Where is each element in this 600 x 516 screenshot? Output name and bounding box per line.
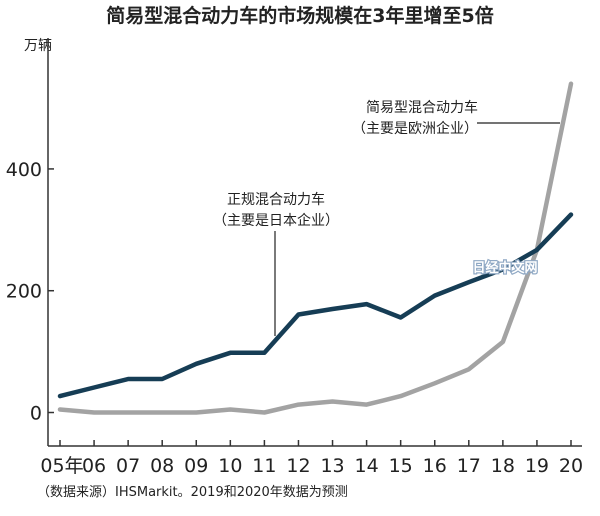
y-axis-unit-label: 万辆 — [24, 38, 52, 54]
annotation-full-hybrid-line1: 正规混合动力车 — [227, 191, 325, 208]
x-tick-label-4: 09 — [184, 455, 208, 477]
x-tick-label-14: 19 — [525, 455, 549, 477]
series-line-simple-hybrid — [57, 81, 574, 415]
series-line-full-hybrid — [57, 212, 574, 399]
annotation-simple-hybrid: 简易型混合动力车 （主要是欧洲企业） — [352, 99, 560, 137]
source-note: （数据来源）IHSMarkit。2019和2020年数据为预测 — [37, 485, 348, 500]
chart-title: 简易型混合动力车的市场规模在3年里增至5倍 — [106, 4, 493, 27]
y-tick-labels: 0 200 400 — [6, 159, 54, 425]
x-tick-label-0: 05年 — [40, 455, 83, 477]
annotation-full-hybrid-line2: （主要是日本企业） — [213, 212, 339, 229]
x-tick-label-12: 17 — [457, 455, 481, 477]
x-tick-label-10: 15 — [389, 455, 413, 477]
x-tick-label-5: 10 — [218, 455, 242, 477]
annotation-full-hybrid: 正规混合动力车 （主要是日本企业） — [213, 191, 339, 336]
y-tick-label-200: 200 — [6, 281, 42, 303]
x-tick-label-6: 11 — [252, 455, 276, 477]
x-tick-label-8: 13 — [320, 455, 344, 477]
axes — [47, 38, 582, 447]
x-tick-label-3: 08 — [150, 455, 174, 477]
x-tick-label-9: 14 — [355, 455, 379, 477]
x-tick-label-7: 12 — [286, 455, 310, 477]
y-tick-label-400: 400 — [6, 159, 42, 181]
watermark-text: 日经中文网 — [472, 260, 537, 276]
x-tick-label-15: 20 — [559, 455, 583, 477]
series-layer — [57, 81, 574, 415]
y-tick-label-0: 0 — [30, 403, 42, 425]
annotation-simple-hybrid-line2: （主要是欧洲企业） — [352, 120, 478, 137]
annotation-simple-hybrid-line1: 简易型混合动力车 — [366, 99, 478, 116]
x-tick-label-13: 18 — [491, 455, 515, 477]
x-tick-label-1: 06 — [82, 455, 106, 477]
x-tick-label-2: 07 — [116, 455, 140, 477]
x-tick-label-11: 16 — [423, 455, 447, 477]
